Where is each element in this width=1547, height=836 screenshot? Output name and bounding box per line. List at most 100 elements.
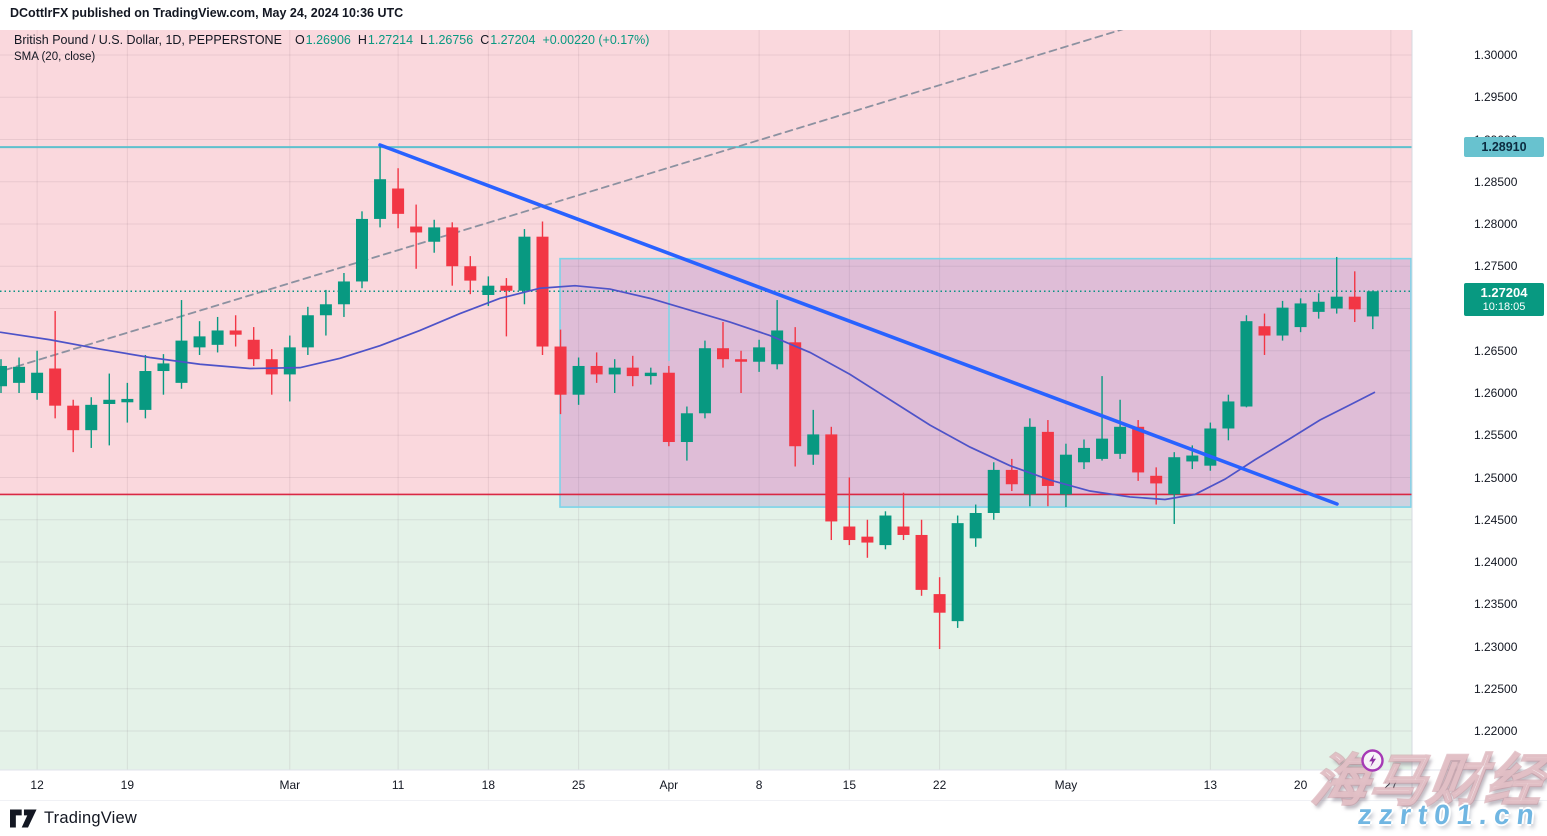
candle-body: [1005, 469, 1018, 485]
candle-body: [67, 405, 80, 431]
publish-header: DCottlrFX published on TradingView.com, …: [10, 6, 403, 20]
candle-body: [662, 372, 675, 443]
candle-body: [0, 365, 7, 387]
candle-body: [49, 368, 62, 406]
publish-text: DCottlrFX published on TradingView.com, …: [10, 6, 404, 20]
candle-body: [771, 330, 784, 365]
candle-body: [1204, 428, 1217, 466]
chart-legend: British Pound / U.S. Dollar, 1D, PEPPERS…: [14, 33, 649, 63]
candle-body: [843, 526, 856, 541]
candle-body: [121, 398, 134, 403]
candle-body: [337, 281, 350, 305]
candle-body: [500, 285, 513, 291]
candle-body: [1114, 426, 1127, 454]
highlight-box[interactable]: [559, 257, 1412, 508]
candle-body: [265, 359, 278, 375]
tradingview-logo-icon[interactable]: [10, 809, 37, 828]
candle-body: [897, 526, 910, 535]
candle-body: [374, 179, 387, 219]
candle-body: [211, 330, 224, 345]
close-value: 1.27204: [490, 33, 536, 47]
candle-body: [85, 404, 98, 431]
current-price-text: 1.27204: [1480, 285, 1528, 301]
candle-body: [626, 367, 639, 377]
watermark-badge-icon: [1360, 748, 1385, 778]
candle-body: [1150, 475, 1163, 484]
candle-body: [410, 226, 423, 233]
drawings-over: [378, 143, 1339, 506]
candle-body: [861, 536, 874, 543]
footer-bar: TradingView: [0, 801, 1547, 836]
candle-body: [157, 363, 170, 372]
candle-body: [1023, 426, 1036, 495]
symbol-title: British Pound / U.S. Dollar, 1D, PEPPERS…: [14, 33, 282, 47]
low-value: 1.26756: [428, 33, 474, 47]
candle-body: [193, 336, 206, 348]
candle-body: [879, 515, 892, 546]
descending-blue-trendline[interactable]: [378, 143, 1339, 506]
indicator-legend-row[interactable]: SMA (20, close): [14, 51, 649, 63]
candle-body: [482, 285, 495, 295]
candle-body: [987, 469, 1000, 513]
candle-body: [283, 347, 296, 375]
sma-line[interactable]: [0, 284, 1376, 501]
candle-body: [1366, 291, 1379, 317]
candles-series: [0, 144, 1379, 650]
high-value: 1.27214: [367, 33, 414, 47]
candle-body: [1258, 326, 1271, 336]
candle-body: [13, 366, 26, 383]
tradingview-brand[interactable]: TradingView: [44, 809, 137, 827]
low-label: L: [420, 33, 428, 47]
candle-body: [572, 365, 585, 395]
candle-body: [680, 413, 693, 443]
candle-body: [1041, 431, 1054, 486]
candle-body: [735, 359, 748, 362]
open-value: 1.26906: [305, 33, 351, 47]
candle-body: [356, 218, 368, 282]
candle-body: [464, 266, 477, 281]
bar-countdown: 10:18:05: [1482, 301, 1526, 314]
candle-body: [644, 372, 657, 377]
candle-body: [247, 339, 260, 360]
candle-body: [1330, 296, 1343, 309]
open-label: O: [294, 33, 305, 47]
candle-body: [590, 365, 603, 375]
candle-body: [319, 304, 332, 316]
candle-body: [915, 534, 928, 590]
candle-body: [301, 315, 314, 348]
candle-body: [1294, 303, 1307, 328]
candle-body: [392, 188, 405, 214]
candle-body: [31, 372, 44, 393]
candle-body: [1168, 457, 1181, 495]
candle-body: [789, 342, 802, 447]
indicator-label: SMA (20, close): [14, 51, 96, 63]
candle-body: [753, 347, 766, 362]
candle-body: [969, 512, 982, 539]
candle-body: [1096, 438, 1109, 459]
close-label: C: [480, 33, 490, 47]
candle-body: [807, 434, 820, 455]
candle-body: [518, 236, 531, 291]
change-value: +0.00220 (+0.17%): [542, 33, 650, 47]
high-label: H: [357, 33, 367, 47]
level-price-tag: 1.28910: [1464, 137, 1544, 158]
candle-body: [933, 594, 946, 613]
candle-body: [1059, 454, 1072, 495]
watermark-domain-text: zzrt01.cn: [1356, 799, 1543, 830]
candle-body: [139, 371, 152, 410]
candle-body: [1186, 455, 1199, 462]
candle-body: [717, 348, 729, 360]
candle-body: [825, 434, 838, 522]
candle-body: [229, 330, 242, 335]
candle-body: [1276, 307, 1289, 336]
candle-body: [1348, 296, 1361, 310]
symbol-legend-row[interactable]: British Pound / U.S. Dollar, 1D, PEPPERS…: [14, 33, 649, 47]
candle-body: [1222, 401, 1235, 429]
candle-body: [698, 348, 711, 414]
candle-body: [951, 523, 964, 622]
ascending-dashed-trendline[interactable]: [4, 28, 1127, 371]
candle-body: [103, 399, 116, 404]
candle-body: [1240, 321, 1253, 407]
